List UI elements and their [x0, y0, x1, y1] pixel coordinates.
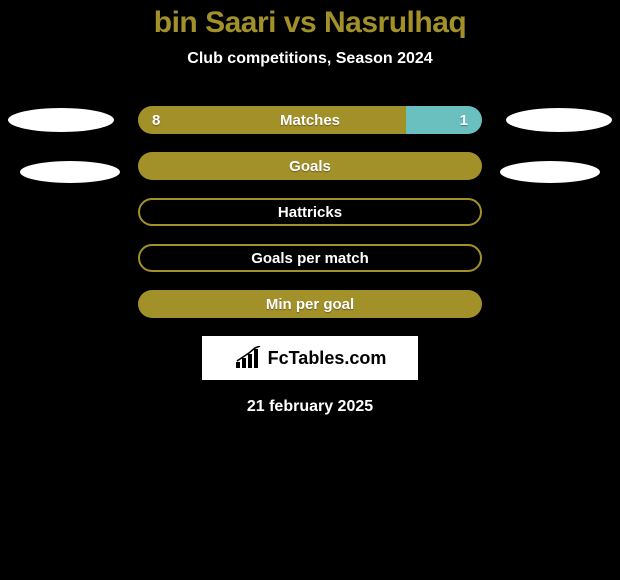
brand-text: FcTables.com	[268, 348, 387, 369]
subtitle: Club competitions, Season 2024	[0, 50, 620, 68]
stat-rows: 81MatchesGoalsHattricksGoals per matchMi…	[0, 106, 620, 318]
left-marker	[20, 161, 120, 183]
stat-bar-right: 1	[406, 106, 482, 134]
stat-left-value: 8	[138, 112, 174, 129]
right-marker	[500, 161, 600, 183]
stat-bar: 81Matches	[138, 106, 482, 134]
stat-bar: Goals	[138, 152, 482, 180]
stat-right-value: 1	[446, 112, 482, 129]
stat-bar: Goals per match	[138, 244, 482, 272]
brand-box: FcTables.com	[202, 336, 418, 380]
date-label: 21 february 2025	[0, 398, 620, 416]
stat-bar-left	[138, 290, 482, 318]
stat-bar-left: 8	[138, 106, 406, 134]
stat-label: Goals per match	[140, 246, 480, 270]
bars-chart-icon	[234, 346, 264, 370]
stat-row: 81Matches	[0, 106, 620, 134]
stat-bar-left	[138, 152, 482, 180]
stat-row: Min per goal	[0, 290, 620, 318]
stat-bar: Min per goal	[138, 290, 482, 318]
right-marker	[506, 108, 612, 132]
stat-label: Hattricks	[140, 200, 480, 224]
left-marker	[8, 108, 114, 132]
stat-row: Hattricks	[0, 198, 620, 226]
stat-row: Goals	[0, 152, 620, 180]
stat-bar: Hattricks	[138, 198, 482, 226]
stat-row: Goals per match	[0, 244, 620, 272]
page-title: bin Saari vs Nasrulhaq	[0, 0, 620, 40]
